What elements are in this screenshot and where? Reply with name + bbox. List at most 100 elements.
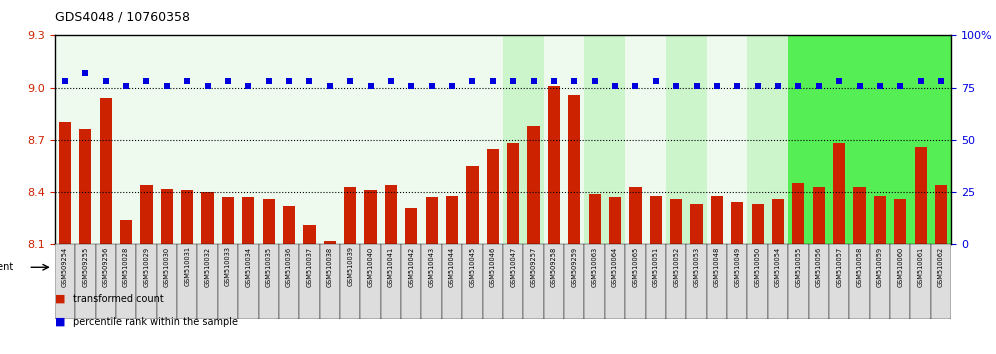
Text: GSM510051: GSM510051 (652, 246, 658, 287)
Point (57, 79, 73, 84)
Text: GSM509256: GSM509256 (103, 246, 109, 287)
Point (119, 83, 134, 88)
Text: ■: ■ (55, 317, 66, 327)
Bar (324, 241, 336, 244)
Bar (585, 244, 605, 319)
Bar (507, 143, 519, 244)
Bar (935, 185, 947, 244)
Text: GSM510065: GSM510065 (632, 246, 638, 287)
Bar (585, 35, 625, 244)
Bar (544, 244, 585, 290)
Point (770, 83, 786, 88)
Bar (80, 129, 92, 244)
Text: GSM510064: GSM510064 (612, 246, 619, 287)
Text: GSM510039: GSM510039 (348, 246, 354, 286)
Bar (809, 244, 829, 319)
Bar (829, 244, 850, 319)
Bar (263, 199, 275, 244)
Text: GSM510043: GSM510043 (428, 246, 434, 287)
Text: GSM510058: GSM510058 (857, 246, 863, 287)
Bar (405, 208, 417, 244)
Text: GSM510030: GSM510030 (163, 246, 170, 287)
Text: GSM510063: GSM510063 (592, 246, 598, 287)
Bar (707, 244, 727, 319)
Point (832, 79, 848, 84)
Text: transformed count: transformed count (73, 294, 163, 304)
Bar (361, 244, 380, 319)
Bar (136, 244, 156, 319)
Bar (116, 244, 136, 319)
Bar (666, 35, 707, 244)
Bar (788, 244, 809, 319)
Bar (625, 244, 666, 290)
Bar (503, 244, 544, 290)
Bar (731, 202, 743, 244)
Bar (222, 197, 234, 244)
Point (933, 79, 949, 84)
Text: GSM510031: GSM510031 (184, 246, 190, 286)
Bar (752, 204, 764, 244)
Text: GSM509258: GSM509258 (551, 246, 557, 287)
Point (383, 79, 399, 84)
Text: GSM509257: GSM509257 (531, 246, 537, 287)
Text: GSM510056: GSM510056 (816, 246, 822, 287)
Point (261, 79, 277, 84)
Text: GSM510052: GSM510052 (673, 246, 679, 287)
Text: GSM510057: GSM510057 (836, 246, 843, 287)
Text: GSM509254: GSM509254 (62, 246, 68, 287)
Point (892, 83, 908, 88)
Text: GSM509255: GSM509255 (83, 246, 89, 287)
Point (199, 83, 215, 88)
Text: FGF2 50
ng/ml: FGF2 50 ng/ml (629, 258, 661, 277)
Point (363, 83, 378, 88)
Bar (197, 244, 218, 319)
Point (302, 79, 318, 84)
Bar (666, 244, 686, 319)
Text: AMH 50
ng/ml: AMH 50 ng/ml (509, 258, 538, 277)
Bar (890, 244, 910, 319)
Bar (813, 187, 825, 244)
Bar (686, 244, 707, 319)
Bar (483, 244, 503, 319)
Text: GSM510029: GSM510029 (143, 246, 149, 287)
Bar (854, 187, 866, 244)
Text: LIF 50 ng/ml: LIF 50 ng/ml (785, 263, 833, 272)
Bar (670, 199, 682, 244)
Bar (544, 244, 564, 319)
Bar (242, 197, 254, 244)
Point (423, 83, 439, 88)
Text: GSM510049: GSM510049 (734, 246, 740, 287)
Text: GSM510034: GSM510034 (245, 246, 251, 287)
Bar (707, 244, 747, 290)
Bar (711, 195, 723, 244)
Text: GSM510059: GSM510059 (876, 246, 882, 287)
Bar (279, 244, 299, 319)
Bar (446, 195, 458, 244)
Bar (625, 35, 666, 244)
Text: GSM510045: GSM510045 (469, 246, 475, 287)
Bar (873, 195, 886, 244)
Bar (100, 98, 112, 244)
Bar (568, 95, 581, 244)
Point (505, 79, 521, 84)
Point (343, 79, 359, 84)
Text: agent: agent (0, 262, 14, 272)
Bar (629, 187, 641, 244)
Text: KITLG 50
ng/ml: KITLG 50 ng/ml (751, 258, 785, 277)
Bar (768, 244, 788, 319)
Bar (850, 244, 870, 319)
Bar (96, 244, 116, 319)
Bar (589, 194, 601, 244)
Text: GSM509259: GSM509259 (572, 246, 578, 287)
Bar (564, 244, 585, 319)
Bar (380, 244, 401, 319)
Bar (727, 244, 747, 319)
Text: PDGF alfa bet
a hd 50 ng/ml: PDGF alfa bet a hd 50 ng/ml (864, 258, 916, 277)
Bar (425, 197, 438, 244)
Bar (528, 126, 540, 244)
Bar (466, 166, 478, 244)
Bar (931, 244, 951, 319)
Bar (870, 244, 890, 319)
Point (872, 83, 887, 88)
Bar (914, 147, 926, 244)
